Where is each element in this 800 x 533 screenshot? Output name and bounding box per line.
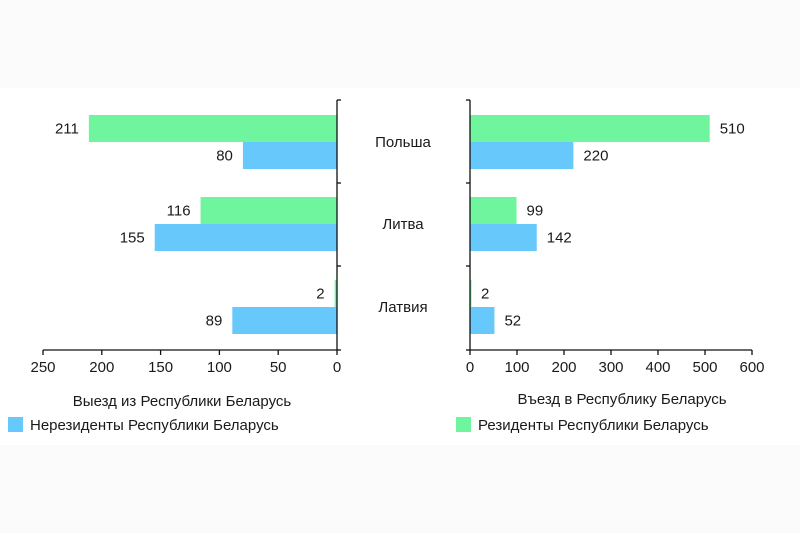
value-tick-label: 100 — [504, 359, 529, 376]
value-tick-label: 200 — [89, 359, 114, 376]
value-tick-label: 300 — [598, 359, 623, 376]
category-label-литва: Литва — [382, 216, 424, 233]
bar-value-label: 80 — [216, 148, 233, 165]
bar-value-label: 99 — [527, 203, 544, 220]
bar-value-label: 89 — [206, 313, 223, 330]
category-label-латвия: Латвия — [378, 299, 427, 316]
bar-литва-nonresidents — [154, 224, 337, 251]
bar-value-label: 116 — [167, 203, 191, 220]
value-tick-label: 150 — [148, 359, 173, 376]
bar-польша-residents — [88, 115, 337, 142]
value-tick-label: 250 — [30, 359, 55, 376]
arrival-chart: 510 99 2 220 142 52 0 100 200 300 400 500 600 — [466, 99, 765, 376]
bar-value-label: 155 — [120, 230, 145, 247]
value-tick-label: 600 — [739, 359, 764, 376]
value-tick-label: 0 — [466, 359, 474, 376]
value-tick-label: 400 — [645, 359, 670, 376]
bar-value-label: 2 — [316, 286, 324, 303]
chart-panel — [0, 88, 800, 445]
category-labels: Польша Литва Латвия — [375, 134, 431, 316]
bar-польша-nonresidents — [470, 142, 574, 169]
bar-value-label: 52 — [504, 313, 521, 330]
bar-литва-nonresidents — [470, 224, 537, 251]
bar-латвия-residents — [470, 280, 472, 307]
value-tick-label: 500 — [692, 359, 717, 376]
value-tick-label: 50 — [270, 359, 287, 376]
bar-value-label: 211 — [55, 121, 79, 138]
value-tick-label: 100 — [207, 359, 232, 376]
legend-label: Нерезиденты Республики Беларусь — [30, 417, 279, 434]
legend-residents: Резиденты Республики Беларусь — [456, 417, 709, 434]
category-label-польша: Польша — [375, 134, 431, 151]
departure-chart: 211 116 2 80 155 89 250 200 150 100 50 0 — [30, 99, 341, 376]
left-axis-label: Выезд из Республики Беларусь — [73, 393, 292, 410]
legend-label: Резиденты Республики Беларусь — [478, 417, 709, 434]
legend-swatch — [8, 417, 23, 432]
bar-литва-residents — [200, 197, 337, 224]
bar-value-label: 142 — [547, 230, 572, 247]
value-tick-label: 0 — [333, 359, 341, 376]
bar-латвия-residents — [334, 280, 337, 307]
right-axis-label: Въезд в Республику Беларусь — [517, 391, 726, 408]
bar-польша-residents — [470, 115, 710, 142]
bar-value-label: 220 — [583, 148, 608, 165]
bar-латвия-nonresidents — [232, 307, 337, 334]
bar-латвия-nonresidents — [470, 307, 495, 334]
value-tick-label: 200 — [551, 359, 576, 376]
bar-литва-residents — [470, 197, 517, 224]
legend-nonresidents: Нерезиденты Республики Беларусь — [8, 417, 279, 434]
legend-swatch — [456, 417, 471, 432]
bar-польша-nonresidents — [242, 142, 337, 169]
bar-value-label: 2 — [481, 286, 489, 303]
bar-value-label: 510 — [720, 121, 745, 138]
